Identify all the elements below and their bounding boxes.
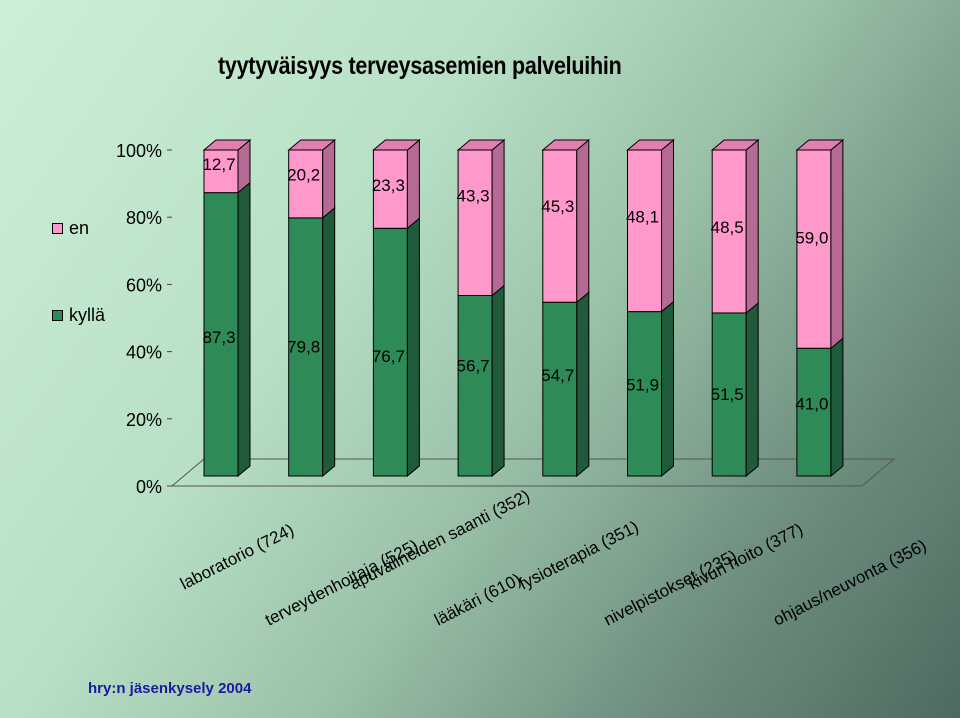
legend-item-kylla: kyllä bbox=[52, 305, 105, 326]
bar-kylla-side bbox=[406, 217, 420, 478]
bar-kylla bbox=[203, 192, 239, 477]
bar-kylla-side bbox=[237, 181, 251, 478]
chart-title: tyytyväisyys terveysasemien palveluihin bbox=[218, 52, 622, 80]
bar-en bbox=[288, 149, 324, 219]
bar-en-top bbox=[541, 139, 591, 151]
bar-en-side bbox=[406, 138, 420, 230]
bar-kylla-side bbox=[576, 291, 590, 478]
legend-item-en: en bbox=[52, 218, 89, 239]
bar-kylla bbox=[457, 294, 493, 477]
y-tick-label: 80% bbox=[126, 208, 162, 228]
bar-en-side bbox=[830, 138, 844, 350]
y-tick-label: 20% bbox=[126, 410, 162, 430]
x-category-label: lääkäri (610) bbox=[431, 570, 524, 630]
legend-swatch-kylla bbox=[52, 310, 63, 321]
bar-kylla bbox=[542, 301, 578, 477]
data-label-kylla: 54,7 bbox=[541, 366, 574, 385]
data-label-kylla: 76,7 bbox=[372, 347, 405, 366]
data-label-en: 48,5 bbox=[711, 218, 744, 237]
bar-kylla-side bbox=[830, 337, 844, 478]
bar-en-side bbox=[745, 138, 759, 315]
bar-en-top bbox=[710, 139, 760, 151]
bar-kylla bbox=[288, 217, 324, 477]
bar-en bbox=[457, 149, 493, 296]
data-label-en: 48,1 bbox=[626, 208, 659, 227]
bar-en-top bbox=[795, 139, 845, 151]
data-label-en: 45,3 bbox=[541, 197, 574, 216]
x-category-label: laboratorio (724) bbox=[177, 520, 297, 594]
bar-en-side bbox=[661, 138, 674, 313]
bar-en-top bbox=[202, 139, 252, 151]
data-label-kylla: 41,0 bbox=[795, 395, 828, 414]
data-label-kylla: 56,7 bbox=[457, 357, 490, 376]
axis-floor bbox=[170, 458, 896, 487]
bar-en bbox=[627, 149, 662, 313]
bar-kylla-side bbox=[745, 301, 759, 478]
data-label-en: 20,2 bbox=[287, 166, 320, 185]
y-tick-label: 100% bbox=[116, 141, 162, 161]
data-label-kylla: 51,5 bbox=[711, 385, 744, 404]
legend-label-en: en bbox=[69, 218, 90, 238]
legend-swatch-en bbox=[52, 223, 63, 234]
y-tick-label: 40% bbox=[126, 343, 162, 363]
y-tick-label: 0% bbox=[136, 477, 162, 497]
bar-en bbox=[542, 149, 578, 303]
data-label-en: 43,3 bbox=[457, 187, 490, 206]
y-tick-label: 60% bbox=[126, 275, 162, 295]
bar-kylla-side bbox=[322, 206, 336, 478]
bar-kylla-side bbox=[661, 300, 674, 478]
legend-label-kylla: kyllä bbox=[69, 305, 106, 325]
bar-en bbox=[372, 149, 408, 229]
x-category-label: kivun hoito (377) bbox=[685, 520, 806, 594]
bar-en-top bbox=[456, 139, 506, 151]
bar-kylla bbox=[627, 311, 662, 477]
data-label-en: 12,7 bbox=[202, 155, 235, 174]
bar-en bbox=[796, 149, 832, 349]
data-label-en: 59,0 bbox=[795, 229, 828, 248]
bar-en-top bbox=[287, 139, 337, 151]
bar-en-side bbox=[491, 138, 505, 297]
footer-source: hry:n jäsenkysely 2004 bbox=[88, 680, 252, 697]
bar-en-top bbox=[626, 139, 675, 151]
data-label-kylla: 79,8 bbox=[287, 338, 320, 357]
x-category-label: ohjaus/neuvonta (356) bbox=[770, 536, 929, 630]
bar-kylla-side bbox=[491, 284, 505, 478]
bar-kylla bbox=[796, 347, 832, 477]
bar-en-top bbox=[372, 139, 421, 151]
data-label-kylla: 87,3 bbox=[202, 328, 235, 347]
bar-en bbox=[711, 149, 747, 314]
x-category-label: fysioterapia (351) bbox=[516, 517, 642, 594]
bar-en-side bbox=[576, 138, 590, 304]
bar-kylla bbox=[711, 312, 747, 477]
bar-en-side bbox=[322, 138, 336, 219]
data-label-kylla: 51,9 bbox=[626, 376, 659, 395]
data-label-en: 23,3 bbox=[372, 176, 405, 195]
